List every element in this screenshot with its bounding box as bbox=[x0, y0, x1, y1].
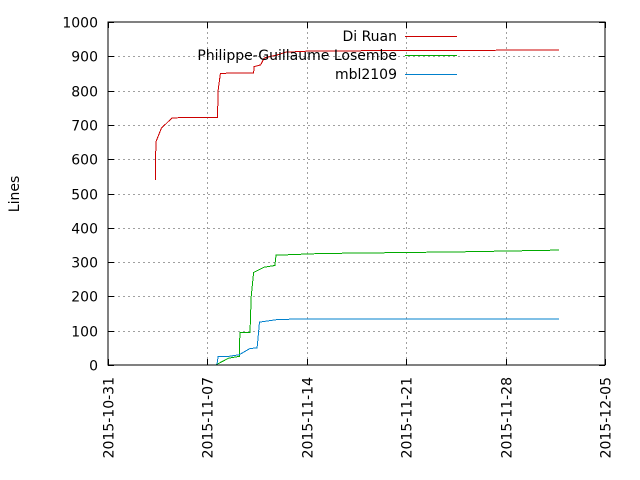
x-tick-label: 2015-11-21 bbox=[400, 377, 416, 458]
y-tick-label: 700 bbox=[71, 119, 98, 135]
grid bbox=[108, 22, 605, 365]
x-tick-label: 2015-12-05 bbox=[599, 377, 615, 458]
series-line bbox=[216, 318, 559, 366]
y-tick-label: 200 bbox=[71, 290, 98, 306]
x-tick-label: 2015-10-31 bbox=[102, 377, 118, 458]
y-axis-tick-labels: 0 100 200 300 400 500 600 700 800 900 1000 bbox=[62, 16, 98, 375]
y-tick-label: 800 bbox=[71, 85, 98, 101]
legend: Di Ruan Philippe-Guillaume Losembe mbl2109 bbox=[197, 29, 457, 83]
y-tick-label: 600 bbox=[71, 153, 98, 169]
x-tick-label: 2015-11-14 bbox=[301, 377, 317, 458]
y-tick-label: 0 bbox=[89, 359, 98, 375]
y-tick-label: 500 bbox=[71, 188, 98, 204]
legend-label: mbl2109 bbox=[335, 67, 397, 83]
axis-ticks bbox=[108, 22, 606, 366]
y-tick-label: 100 bbox=[71, 325, 98, 341]
plot-frame bbox=[107, 21, 606, 366]
legend-label: Philippe-Guillaume Losembe bbox=[197, 48, 397, 64]
series-line bbox=[154, 49, 559, 180]
series-line bbox=[215, 249, 559, 366]
series-lines bbox=[154, 49, 559, 366]
y-tick-label: 400 bbox=[71, 222, 98, 238]
x-tick-label: 2015-11-07 bbox=[201, 377, 217, 458]
y-tick-label: 300 bbox=[71, 256, 98, 272]
x-axis-tick-labels: 2015-10-31 2015-11-07 2015-11-14 2015-11-21… bbox=[102, 377, 615, 458]
y-tick-label: 1000 bbox=[62, 16, 98, 32]
x-tick-label: 2015-11-28 bbox=[500, 377, 516, 458]
legend-label: Di Ruan bbox=[342, 29, 397, 45]
y-axis-label: Lines bbox=[7, 176, 23, 212]
y-tick-label: 900 bbox=[71, 50, 98, 66]
